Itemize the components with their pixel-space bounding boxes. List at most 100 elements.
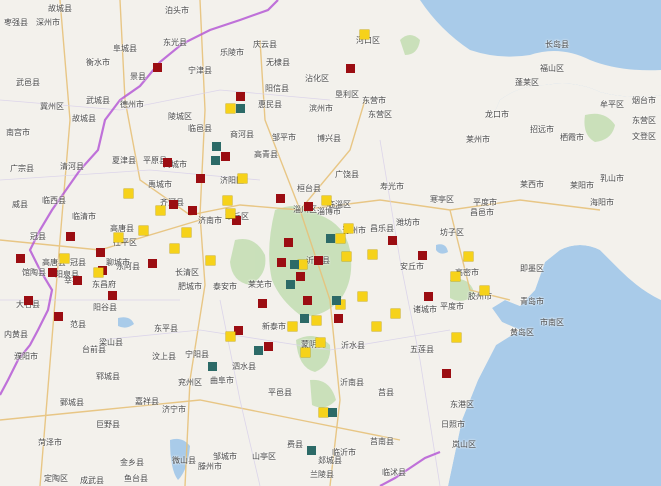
station-marker-yellow[interactable] [312, 316, 321, 325]
place-label: 牟平区 [600, 100, 624, 109]
station-marker-yellow[interactable] [358, 292, 367, 301]
station-marker-red[interactable] [16, 254, 25, 263]
station-marker-red[interactable] [334, 314, 343, 323]
station-marker-teal[interactable] [286, 280, 295, 289]
station-marker-yellow[interactable] [223, 196, 232, 205]
station-marker-yellow[interactable] [170, 244, 179, 253]
place-label: 潍坊市 [396, 218, 420, 227]
station-marker-red[interactable] [276, 194, 285, 203]
station-marker-red[interactable] [442, 369, 451, 378]
station-marker-red[interactable] [346, 64, 355, 73]
station-marker-red[interactable] [236, 92, 245, 101]
station-marker-red[interactable] [188, 206, 197, 215]
station-marker-teal[interactable] [307, 446, 316, 455]
station-marker-yellow[interactable] [464, 252, 473, 261]
station-marker-yellow[interactable] [94, 268, 103, 277]
station-marker-yellow[interactable] [139, 226, 148, 235]
station-marker-red[interactable] [232, 216, 241, 225]
station-marker-red[interactable] [24, 296, 33, 305]
station-marker-red[interactable] [221, 152, 230, 161]
place-label: 河口区 [356, 36, 380, 45]
place-label: 广饶县 [335, 170, 359, 179]
station-marker-yellow[interactable] [391, 309, 400, 318]
station-marker-yellow[interactable] [372, 322, 381, 331]
station-marker-yellow[interactable] [156, 206, 165, 215]
place-label: 栖霞市 [560, 133, 584, 142]
station-marker-teal[interactable] [211, 156, 220, 165]
station-marker-yellow[interactable] [182, 228, 191, 237]
place-label: 高唐县 [42, 258, 66, 267]
station-marker-red[interactable] [284, 238, 293, 247]
station-marker-red[interactable] [148, 259, 157, 268]
station-marker-yellow[interactable] [226, 332, 235, 341]
place-label: 五莲县 [410, 345, 434, 354]
place-label: 海阳市 [590, 198, 614, 207]
place-label: 邹城市 [213, 452, 237, 461]
station-marker-yellow[interactable] [298, 260, 307, 269]
station-marker-yellow[interactable] [452, 333, 461, 342]
station-marker-yellow[interactable] [336, 234, 345, 243]
station-marker-yellow[interactable] [238, 174, 247, 183]
station-marker-teal[interactable] [290, 260, 299, 269]
place-label: 滨州市 [309, 104, 333, 113]
station-marker-red[interactable] [169, 200, 178, 209]
station-marker-red[interactable] [153, 63, 162, 72]
station-marker-teal[interactable] [300, 314, 309, 323]
station-marker-red[interactable] [296, 272, 305, 281]
station-marker-yellow[interactable] [226, 104, 235, 113]
station-marker-yellow[interactable] [288, 322, 297, 331]
station-marker-teal[interactable] [212, 142, 221, 151]
station-marker-red[interactable] [73, 276, 82, 285]
place-label: 茌平区 [113, 238, 137, 247]
station-marker-yellow[interactable] [480, 286, 489, 295]
station-marker-red[interactable] [66, 232, 75, 241]
station-marker-yellow[interactable] [342, 252, 351, 261]
station-marker-red[interactable] [303, 296, 312, 305]
place-label: 泰安市 [213, 282, 237, 291]
station-marker-yellow[interactable] [316, 338, 325, 347]
station-marker-red[interactable] [196, 174, 205, 183]
place-label: 故城县 [72, 114, 96, 123]
station-marker-red[interactable] [264, 342, 273, 351]
station-marker-yellow[interactable] [124, 189, 133, 198]
station-marker-yellow[interactable] [206, 256, 215, 265]
station-marker-teal[interactable] [326, 234, 335, 243]
station-marker-red[interactable] [108, 291, 117, 300]
place-label: 冠县 [70, 258, 86, 267]
station-marker-red[interactable] [388, 236, 397, 245]
station-marker-teal[interactable] [236, 104, 245, 113]
station-marker-red[interactable] [48, 268, 57, 277]
station-marker-red[interactable] [96, 248, 105, 257]
station-marker-teal[interactable] [254, 346, 263, 355]
place-label: 濮阳市 [14, 352, 38, 361]
station-marker-red[interactable] [424, 292, 433, 301]
station-marker-teal[interactable] [328, 408, 337, 417]
station-marker-yellow[interactable] [368, 250, 377, 259]
station-marker-red[interactable] [277, 258, 286, 267]
laizhou-bay [385, 0, 661, 71]
station-marker-red[interactable] [258, 299, 267, 308]
station-marker-yellow[interactable] [344, 224, 353, 233]
station-marker-yellow[interactable] [60, 254, 69, 263]
station-marker-yellow[interactable] [301, 348, 310, 357]
station-marker-red[interactable] [304, 202, 313, 211]
station-marker-yellow[interactable] [451, 272, 460, 281]
station-marker-yellow[interactable] [226, 209, 235, 218]
station-marker-teal[interactable] [332, 296, 341, 305]
station-marker-red[interactable] [314, 256, 323, 265]
place-label: 沂南县 [340, 378, 364, 387]
place-label: 武邑县 [16, 78, 40, 87]
station-marker-teal[interactable] [208, 362, 217, 371]
station-marker-yellow[interactable] [360, 30, 369, 39]
station-marker-red[interactable] [163, 158, 172, 167]
station-marker-yellow[interactable] [322, 196, 331, 205]
place-label: 内黄县 [4, 330, 28, 339]
place-label: 兰陵县 [310, 470, 334, 479]
station-marker-yellow[interactable] [319, 408, 328, 417]
station-marker-red[interactable] [54, 312, 63, 321]
place-label: 临西县 [42, 196, 66, 205]
station-marker-red[interactable] [234, 326, 243, 335]
station-marker-red[interactable] [418, 251, 427, 260]
station-marker-yellow[interactable] [114, 233, 123, 242]
